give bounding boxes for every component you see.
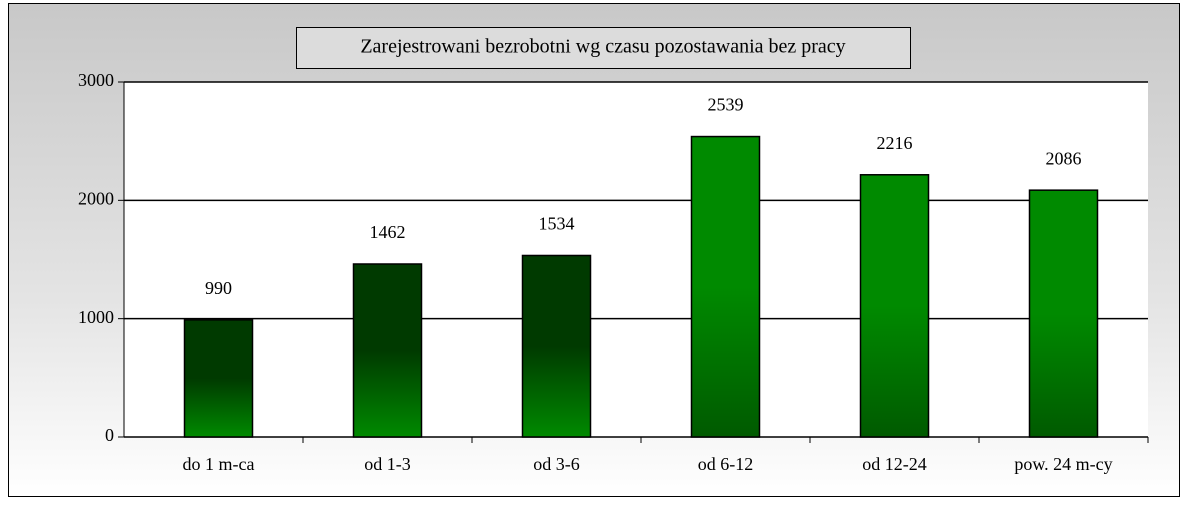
data-label: 2086 [1046, 148, 1082, 168]
bar [521, 254, 592, 438]
x-tick-label: od 6-12 [698, 454, 754, 474]
bar [352, 263, 423, 438]
data-label: 2216 [877, 133, 913, 153]
bar [183, 319, 254, 438]
x-tick-label: od 1-3 [364, 454, 411, 474]
bar [859, 174, 930, 438]
y-tick-label: 3000 [78, 70, 114, 90]
chart-title: Zarejestrowani bezrobotni wg czasu pozos… [360, 36, 845, 58]
y-tick-label: 0 [105, 425, 114, 445]
x-tick-label: od 12-24 [862, 454, 927, 474]
bar [690, 135, 761, 438]
data-label: 2539 [708, 95, 744, 115]
data-label: 990 [205, 278, 232, 298]
plot-area [124, 82, 1148, 437]
data-label: 1534 [539, 214, 575, 234]
data-label: 1462 [370, 222, 406, 242]
x-tick-label: od 3-6 [533, 454, 580, 474]
title-box [296, 27, 911, 69]
y-tick-label: 1000 [78, 307, 114, 327]
bar [1028, 189, 1099, 438]
x-tick-label: do 1 m-ca [183, 454, 255, 474]
y-tick-label: 2000 [78, 188, 114, 208]
x-tick-label: pow. 24 m-cy [1014, 454, 1112, 474]
